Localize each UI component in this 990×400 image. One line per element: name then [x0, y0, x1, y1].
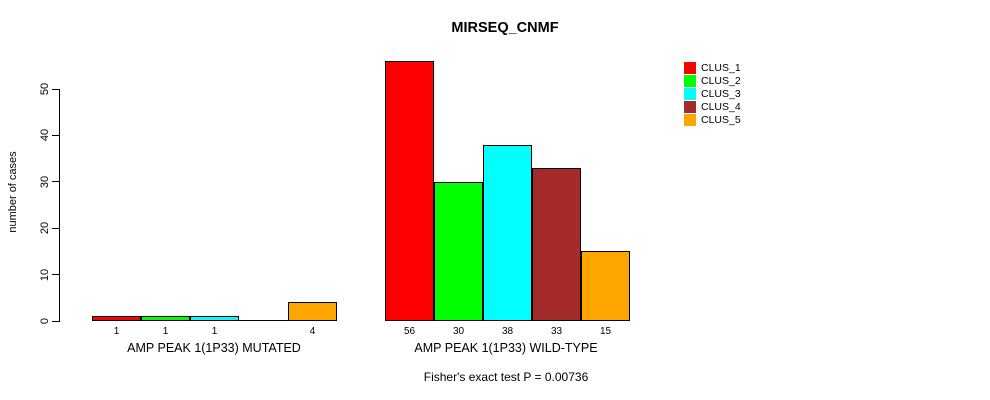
x-axis-group-label-wild-type: AMP PEAK 1(1P33) WILD-TYPE [414, 341, 598, 355]
legend-label-clus-5: CLUS_5 [701, 114, 741, 126]
y-axis-tick [52, 134, 59, 136]
bar-clus-3-mutated [190, 316, 239, 321]
legend-swatch-clus-2 [684, 75, 696, 87]
y-axis-tick-label: 0 [39, 317, 51, 325]
bar-value-label: 4 [309, 326, 316, 337]
bar-clus-4-mutated-zero [239, 320, 288, 321]
y-axis-tick-label: 30 [39, 175, 51, 188]
legend-swatch-clus-4 [684, 101, 696, 113]
legend-label-clus-2: CLUS_2 [701, 75, 741, 87]
bar-value-label: 38 [501, 326, 514, 337]
bar-value-label: 33 [550, 326, 563, 337]
bar-value-label: 1 [211, 326, 218, 337]
y-axis-tick [52, 181, 59, 183]
bar-clus-4-wild-type [532, 167, 581, 321]
bar-value-label: 1 [162, 326, 169, 337]
legend-label-clus-4: CLUS_4 [701, 101, 741, 113]
x-axis-group-label-mutated: AMP PEAK 1(1P33) MUTATED [127, 341, 301, 355]
y-axis-tick-label: 50 [39, 82, 51, 96]
bar-clus-2-wild-type [434, 181, 483, 321]
legend-label-clus-3: CLUS_3 [701, 88, 741, 100]
bar-clus-1-wild-type [385, 61, 434, 321]
legend-label-clus-1: CLUS_1 [701, 62, 741, 74]
legend-swatch-clus-3 [684, 88, 696, 100]
legend-swatch-clus-5 [684, 114, 696, 126]
bar-clus-3-wild-type [483, 144, 532, 321]
y-axis-tick-label: 40 [39, 129, 51, 142]
footnote: Fisher's exact test P = 0.00736 [423, 370, 589, 384]
y-axis-tick-label: 10 [39, 268, 51, 281]
y-axis-tick [52, 274, 59, 276]
bar-clus-2-mutated [141, 316, 190, 321]
y-axis-line [59, 89, 60, 322]
bar-clus-1-mutated [92, 316, 141, 321]
y-axis-tick [52, 320, 59, 322]
y-axis-title: number of cases [7, 151, 19, 233]
bar-value-label: 15 [599, 326, 612, 337]
chart-title: MIRSEQ_CNMF [451, 20, 559, 36]
bar-value-label: 56 [403, 326, 416, 337]
y-axis-tick [52, 227, 59, 229]
bar-value-label: 1 [113, 326, 120, 337]
bar-value-label: 30 [452, 326, 465, 337]
y-axis-tick-label: 20 [39, 222, 51, 235]
bar-clus-5-mutated [288, 302, 337, 321]
y-axis-tick [52, 88, 59, 90]
bar-clus-5-wild-type [581, 251, 630, 321]
legend-swatch-clus-1 [684, 62, 696, 74]
